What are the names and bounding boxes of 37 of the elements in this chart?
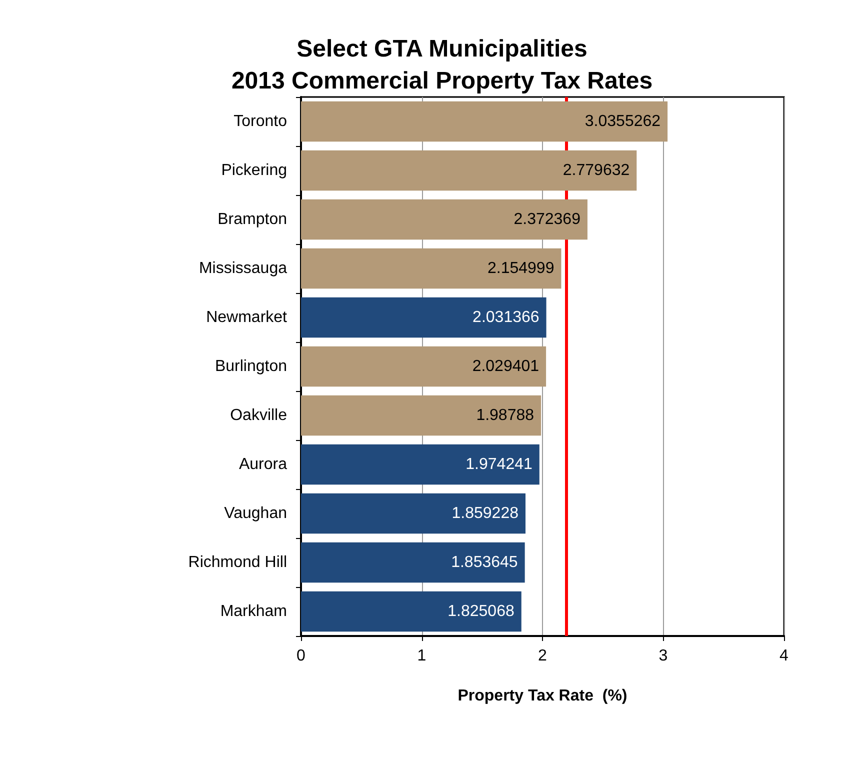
bar [301,444,540,485]
x-tick-label: 4 [780,648,789,664]
data-label: 2.029401 [472,358,540,375]
chart-title: Select GTA Municipalities 2013 Commercial Property Tax Rates [231,36,653,94]
y-tick-label: Brampton [218,211,287,228]
y-tick-label: Aurora [238,456,288,473]
x-tick-label: 1 [417,648,426,664]
y-tick-label: Mississauga [198,260,288,277]
bar [301,395,542,436]
y-tick-label: Toronto [234,113,288,130]
y-tick-label: Newmarket [206,309,288,326]
x-axis-title: Property Tax Rate (%) [458,688,628,704]
y-tick-label: Burlington [214,358,287,375]
x-tick-label: 3 [658,648,668,664]
y-tick-label: Richmond Hill [188,554,287,571]
data-label: 2.779632 [562,162,630,179]
data-label: 1.859228 [452,505,519,522]
bar [301,101,668,142]
x-tick-label: 2 [538,648,548,664]
data-label: 1.974241 [466,456,532,473]
data-label: 1.825068 [448,603,514,620]
y-tick-label: Vaughan [224,505,287,522]
data-label: 2.154999 [487,260,554,277]
data-label: 1.853645 [451,554,518,571]
bar [301,150,637,191]
bar [301,248,562,289]
bar [301,346,546,387]
y-tick-label: Pickering [221,162,287,179]
data-label: 1.98788 [476,407,534,424]
bar [301,199,588,240]
y-tick-label: Oakville [230,407,288,424]
data-label: 3.0355262 [584,113,661,130]
y-tick-label: Markham [220,603,287,620]
data-label: 2.372369 [514,211,581,228]
bar [301,297,546,338]
data-label: 2.031366 [472,309,540,326]
x-tick-label: 0 [296,648,306,664]
